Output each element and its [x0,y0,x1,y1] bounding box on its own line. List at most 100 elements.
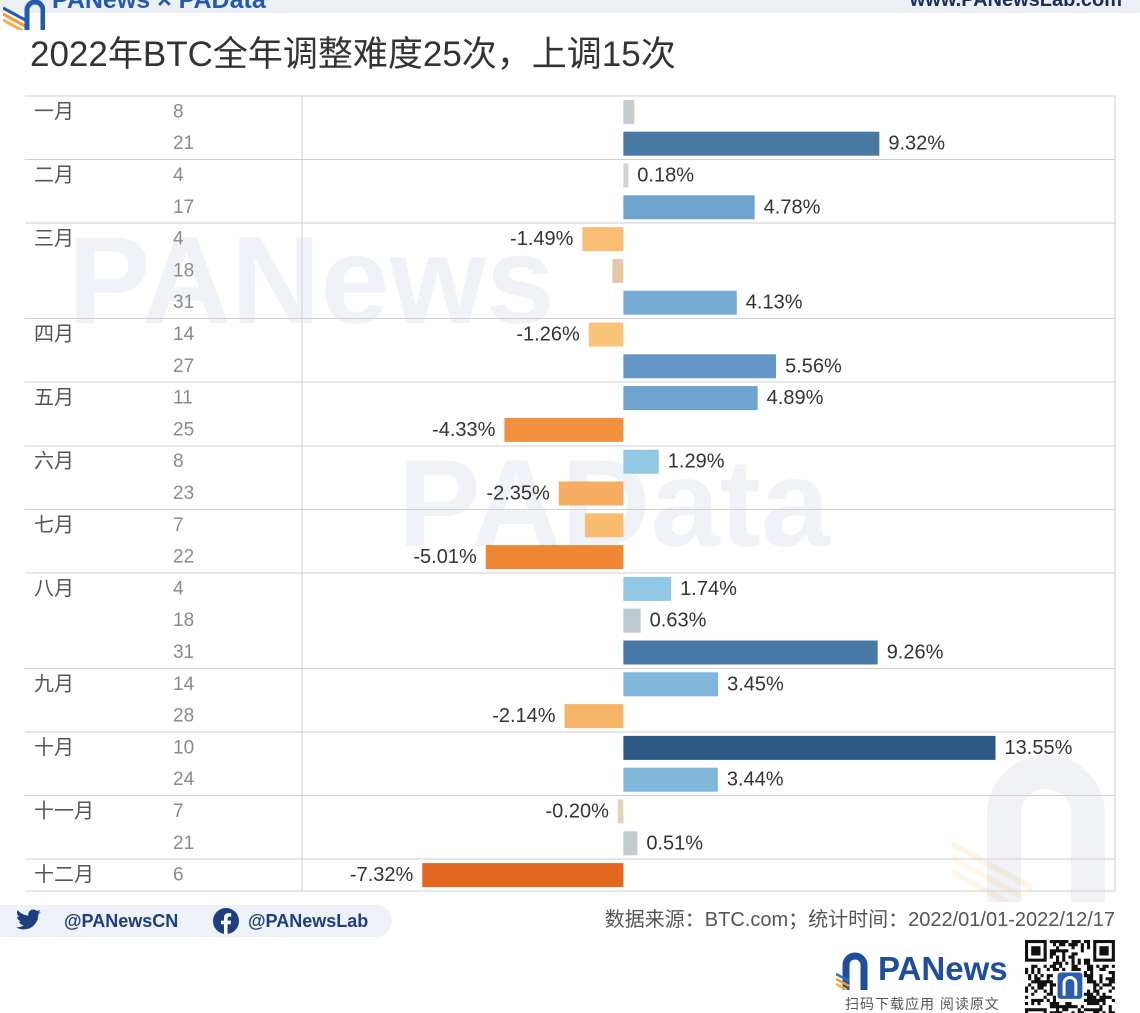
value-label: 13.55% [1005,737,1073,759]
value-label: -0.20% [545,801,609,823]
social-bar [0,905,392,937]
day-label: 7 [173,801,184,822]
month-label: 四月 [34,324,74,346]
day-label: 4 [173,165,184,186]
day-label: 17 [173,197,194,218]
data-source-note: 数据来源：BTC.com；统计时间：2022/01/01-2022/12/17 [604,909,1115,931]
value-label: 0.18% [637,165,694,187]
bar-increase [623,449,659,474]
value-label: -5.01% [413,546,477,568]
bar-decrease [422,863,624,888]
month-label: 九月 [34,672,74,695]
bar-increase [623,99,635,124]
value-label: -7.32% [350,864,414,886]
value-label: 0.51% [646,832,703,854]
bar-decrease [588,322,624,347]
day-label: 7 [173,515,184,536]
download-caption: 扫码下载应用 阅读原文 [845,996,1000,1012]
bar-decrease [485,545,624,570]
day-label: 21 [173,833,194,854]
day-label: 28 [173,706,194,727]
day-label: 23 [173,483,194,504]
day-label: 18 [173,610,194,631]
panews-logo-icon [3,0,45,30]
bar-decrease [564,704,624,729]
value-label: 0.63% [650,610,707,632]
value-label: -1.49% [510,228,574,250]
bar-increase [623,831,638,856]
bar-increase [623,290,737,315]
watermark-panews: PANews [68,212,555,350]
bar-increase [623,608,641,633]
day-label: 4 [173,229,184,250]
twitter-icon [16,909,41,930]
month-label: 十月 [34,736,74,759]
month-label: 三月 [34,228,74,250]
value-label: 9.32% [888,133,945,155]
value-label: 3.44% [727,769,784,791]
bar-increase [623,163,629,188]
twitter-handle: @PANewsCN [64,911,179,931]
month-label: 二月 [34,165,74,187]
bar-increase [623,386,758,411]
bar-decrease [582,227,624,252]
day-label: 10 [173,737,194,758]
value-label: 4.78% [764,196,821,218]
value-label: -2.14% [492,705,556,727]
day-label: 31 [173,292,194,313]
day-label: 25 [173,419,194,440]
bar-increase [623,735,996,760]
value-label: 9.26% [887,642,944,664]
value-label: -1.26% [516,324,580,346]
bar-increase [623,576,672,601]
month-label: 六月 [34,450,74,473]
value-label: -2.35% [486,483,550,505]
bar-increase [623,672,719,697]
bar-decrease [584,513,624,538]
day-label: 21 [173,133,194,154]
month-label: 七月 [34,513,74,536]
top-banner: PANews × PAData www.PANewsLab.com [0,0,1140,13]
day-label: 14 [173,674,195,695]
bar-decrease [612,258,624,283]
day-label: 4 [173,578,184,599]
day-label: 24 [173,769,195,790]
bar-increase [623,195,755,220]
month-label: 八月 [34,578,74,600]
day-label: 6 [173,865,184,886]
day-label: 11 [173,388,193,409]
panews-logo-icon [836,952,868,990]
day-label: 18 [173,260,194,281]
bar-increase [623,131,880,156]
value-label: 3.45% [727,673,784,695]
panews-logo-text: PANews [878,950,1008,987]
qr-modules [1025,940,1115,1013]
value-label: 1.74% [680,578,737,600]
facebook-icon [213,908,239,934]
value-label: 5.56% [785,355,842,377]
value-label: 4.13% [746,292,803,314]
bar-increase [623,354,777,379]
value-label: -4.33% [432,419,496,441]
bar-decrease [617,799,624,824]
qr-finder [1025,1008,1047,1013]
facebook-handle: @PANewsLab [248,911,369,931]
day-label: 8 [173,451,184,472]
month-label: 一月 [34,101,74,123]
day-label: 8 [173,101,184,122]
website-url: www.PANewsLab.com [909,0,1122,11]
chart-title: 2022年BTC全年调整难度25次，上调15次 [30,35,676,74]
qr-code [1025,940,1116,1013]
bar-increase [623,640,878,665]
bar-increase [623,767,718,792]
bar-decrease [558,481,624,506]
day-label: 27 [173,356,194,377]
day-label: 31 [173,642,194,663]
difficulty-adjustment-bar-chart: 一月 8 21 9.32% 二月 4 0.18% 17 4.78% 三月 4 -1.49% 18 31 4.… [25,95,1116,892]
month-label: 五月 [34,387,74,409]
day-label: 14 [173,324,195,345]
day-label: 22 [173,547,194,568]
month-label: 十一月 [34,800,94,823]
brand-title: PANews × PAData [52,0,266,13]
value-label: 1.29% [668,451,725,473]
